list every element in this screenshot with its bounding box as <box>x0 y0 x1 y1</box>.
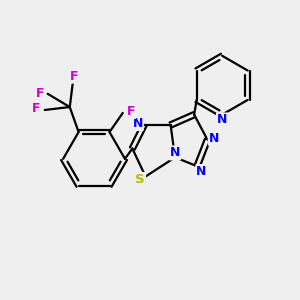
Text: S: S <box>136 173 145 186</box>
Text: F: F <box>70 70 78 83</box>
Text: F: F <box>36 87 45 100</box>
Text: F: F <box>127 105 135 118</box>
Text: N: N <box>196 165 207 178</box>
Text: N: N <box>209 132 219 145</box>
Text: N: N <box>170 146 180 159</box>
Text: N: N <box>132 117 143 130</box>
Text: F: F <box>32 102 41 115</box>
Text: N: N <box>217 113 227 127</box>
